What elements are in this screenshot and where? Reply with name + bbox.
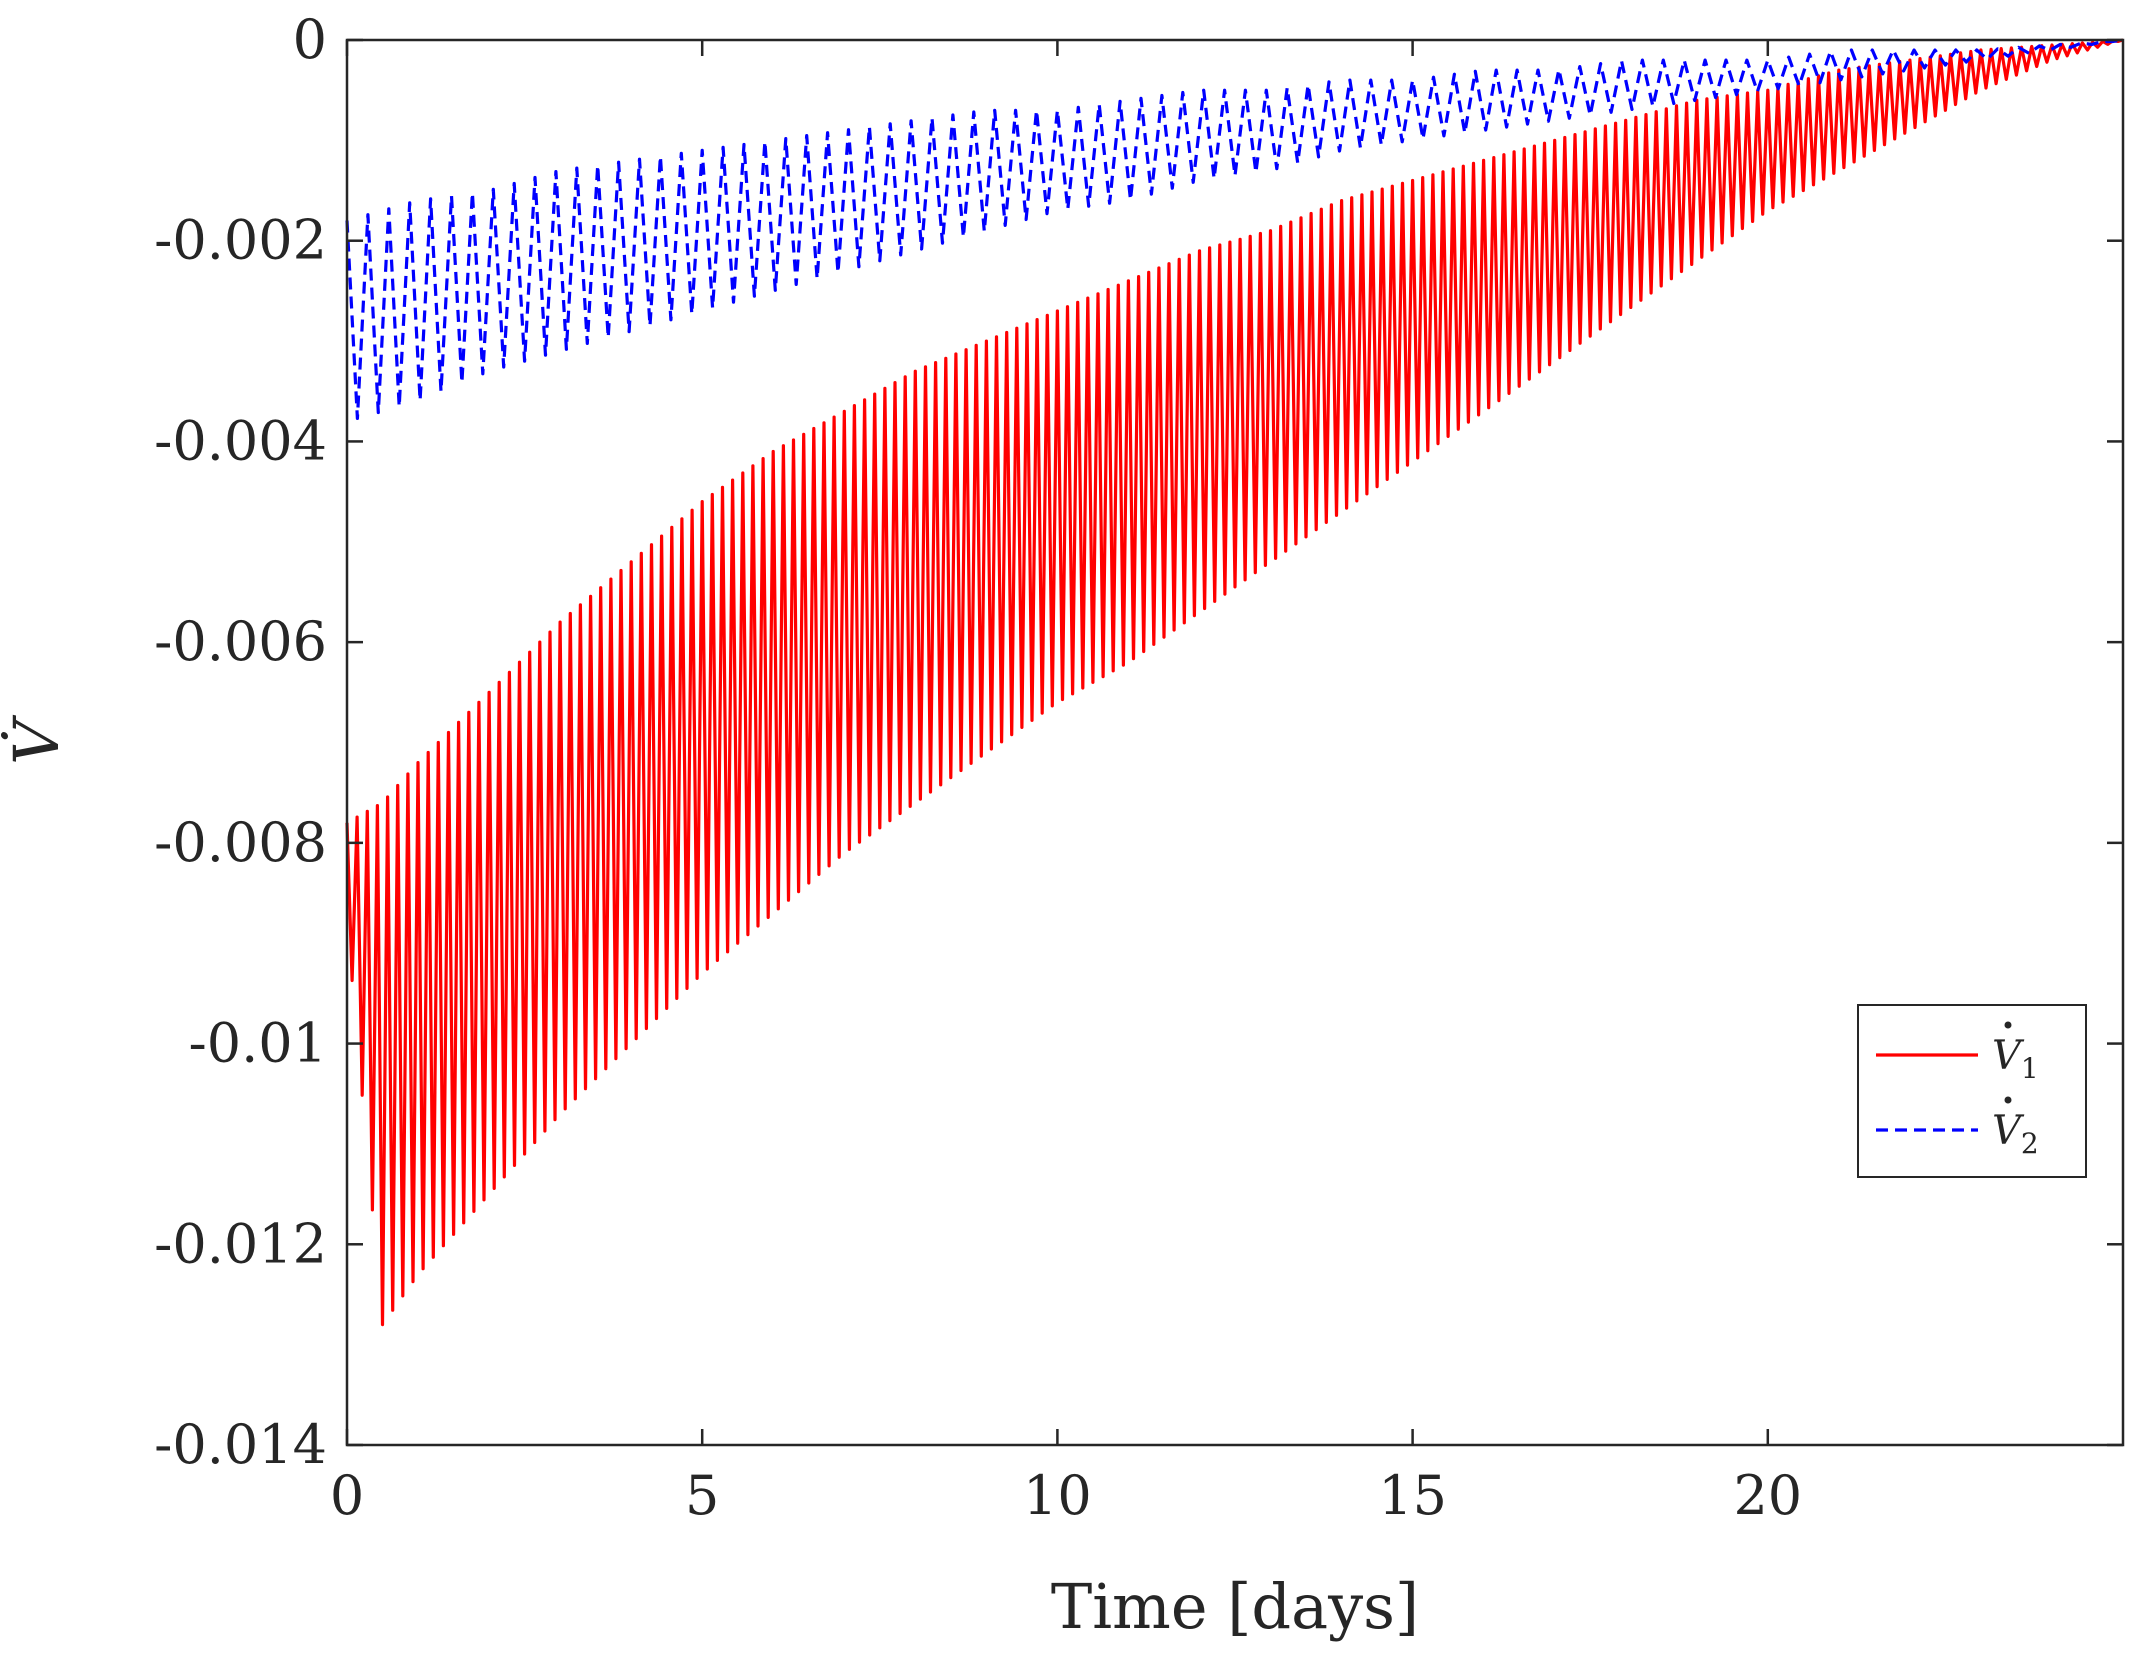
y-tick-label: -0.012 <box>154 1212 327 1275</box>
x-tick-label: 15 <box>1378 1464 1447 1527</box>
legend-label-subscript: 1 <box>2021 1052 2039 1085</box>
y-tick-label: -0.006 <box>154 610 327 673</box>
series-line-2 <box>345 38 2124 420</box>
legend-label-base: V <box>1992 1033 2025 1079</box>
legend-label-2: V2 <box>1992 1108 2039 1160</box>
y-tick-label: -0.014 <box>154 1413 327 1476</box>
axes: 0 5 10 15 20 0 -0.002 -0.004 -0.006 -0.008 -0.01 -0… <box>0 8 2125 1643</box>
y-tick-label: 0 <box>293 8 327 71</box>
axes-box <box>345 38 2125 1447</box>
legend-label-subscript: 2 <box>2021 1127 2039 1160</box>
x-tick-label: 20 <box>1733 1464 1802 1527</box>
legend-label-base: V <box>1992 1108 2025 1154</box>
series-line-1 <box>345 38 2124 1327</box>
y-tick-label: -0.01 <box>189 1012 327 1075</box>
y-tick-label: -0.002 <box>154 209 327 272</box>
x-tick-label: 5 <box>685 1464 719 1527</box>
y-tick-label: -0.008 <box>154 811 327 874</box>
legend-dot-accent <box>2004 1021 2012 1029</box>
y-tick-label: -0.004 <box>154 409 327 472</box>
legend-label-1: V1 <box>1992 1033 2039 1085</box>
plot-area <box>345 38 2124 1327</box>
legend-dot-accent <box>2004 1096 2012 1104</box>
legend-box <box>1857 1004 2087 1178</box>
y-axis-title: V̇ <box>0 714 73 765</box>
x-tick-label: 0 <box>330 1464 364 1527</box>
x-tick-label: 10 <box>1023 1464 1092 1527</box>
x-axis-title: Time [days] <box>1051 1570 1419 1643</box>
